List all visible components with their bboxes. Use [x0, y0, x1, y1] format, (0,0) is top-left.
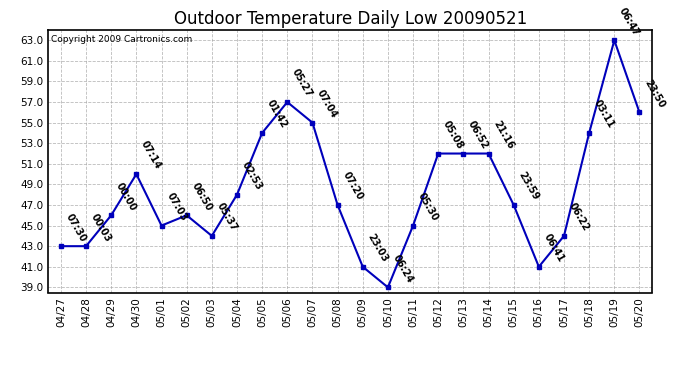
Text: 02:53: 02:53 — [239, 160, 264, 192]
Text: 23:59: 23:59 — [517, 170, 541, 202]
Text: 07:30: 07:30 — [63, 211, 88, 243]
Text: 06:22: 06:22 — [566, 201, 591, 233]
Text: 21:16: 21:16 — [491, 119, 515, 151]
Text: 03:11: 03:11 — [592, 98, 616, 130]
Text: 05:08: 05:08 — [441, 119, 465, 151]
Text: 07:20: 07:20 — [340, 170, 364, 202]
Title: Outdoor Temperature Daily Low 20090521: Outdoor Temperature Daily Low 20090521 — [174, 10, 526, 28]
Text: 05:30: 05:30 — [416, 191, 440, 223]
Text: 07:14: 07:14 — [139, 140, 164, 171]
Text: Copyright 2009 Cartronics.com: Copyright 2009 Cartronics.com — [51, 35, 193, 44]
Text: 05:27: 05:27 — [290, 68, 314, 99]
Text: 00:00: 00:00 — [114, 181, 138, 213]
Text: 23:03: 23:03 — [366, 232, 390, 264]
Text: 00:03: 00:03 — [89, 211, 113, 243]
Text: 07:03: 07:03 — [164, 191, 188, 223]
Text: 06:41: 06:41 — [542, 232, 566, 264]
Text: 01:42: 01:42 — [265, 98, 289, 130]
Text: 06:52: 06:52 — [466, 119, 491, 151]
Text: 06:47: 06:47 — [617, 6, 641, 38]
Text: 05:37: 05:37 — [215, 201, 239, 233]
Text: 23:50: 23:50 — [642, 78, 667, 110]
Text: 06:24: 06:24 — [391, 253, 415, 285]
Text: 06:50: 06:50 — [190, 181, 214, 213]
Text: 07:04: 07:04 — [315, 88, 339, 120]
